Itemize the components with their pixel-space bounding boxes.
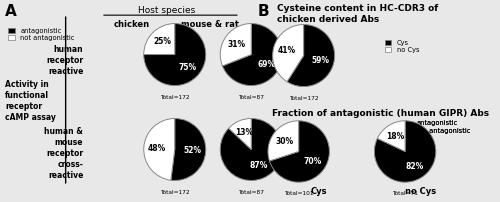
Wedge shape — [144, 24, 175, 55]
Text: Total=87: Total=87 — [238, 190, 264, 195]
Text: 41%: 41% — [278, 46, 295, 55]
Wedge shape — [378, 121, 405, 152]
Text: Total=101: Total=101 — [284, 191, 314, 196]
Wedge shape — [171, 119, 205, 180]
Text: chicken: chicken — [113, 20, 150, 29]
Text: 75%: 75% — [178, 63, 196, 72]
Text: 70%: 70% — [304, 158, 322, 166]
Wedge shape — [220, 119, 282, 180]
Text: Host species: Host species — [138, 6, 196, 15]
Text: Cys: Cys — [311, 187, 328, 196]
Text: 13%: 13% — [235, 128, 253, 138]
Text: Total=172: Total=172 — [160, 95, 190, 100]
Text: Cysteine content in HC-CDR3 of
chicken derived Abs: Cysteine content in HC-CDR3 of chicken d… — [277, 4, 438, 24]
Text: Total=172: Total=172 — [289, 96, 318, 101]
Text: human &
mouse
receptor
cross-
reactive: human & mouse receptor cross- reactive — [44, 127, 84, 180]
Text: 52%: 52% — [184, 146, 202, 155]
Wedge shape — [228, 119, 252, 149]
Wedge shape — [222, 24, 282, 85]
Text: 30%: 30% — [275, 137, 293, 145]
Text: 31%: 31% — [228, 40, 246, 49]
Text: 48%: 48% — [148, 144, 166, 153]
Text: 82%: 82% — [406, 162, 424, 171]
Legend: antagonistic, not antagonistic: antagonistic, not antagonistic — [8, 28, 75, 41]
Text: 59%: 59% — [312, 56, 330, 65]
Text: no Cys: no Cys — [405, 187, 436, 196]
Legend: antagonistic, not antagonistic: antagonistic, not antagonistic — [404, 121, 470, 134]
Text: B: B — [258, 4, 269, 19]
Wedge shape — [268, 121, 298, 161]
Wedge shape — [144, 119, 175, 180]
Wedge shape — [144, 24, 206, 85]
Wedge shape — [272, 25, 304, 82]
Text: 25%: 25% — [153, 37, 171, 46]
Wedge shape — [220, 24, 252, 66]
Wedge shape — [287, 25, 335, 86]
Text: 87%: 87% — [249, 161, 268, 170]
Text: mouse & rat: mouse & rat — [180, 20, 238, 29]
Text: human
receptor
reactive: human receptor reactive — [46, 45, 84, 76]
Text: Total=172: Total=172 — [160, 190, 190, 195]
Text: Total=87: Total=87 — [238, 95, 264, 100]
Text: Fraction of antagonistic (human GIPR) Abs: Fraction of antagonistic (human GIPR) Ab… — [272, 109, 490, 118]
Text: A: A — [5, 4, 17, 19]
Text: 18%: 18% — [386, 132, 404, 141]
Text: Total=71: Total=71 — [392, 191, 418, 196]
Text: Activity in
functional
receptor
cAMP assay: Activity in functional receptor cAMP ass… — [5, 80, 56, 122]
Wedge shape — [374, 121, 436, 182]
Wedge shape — [270, 121, 330, 182]
Text: 69%: 69% — [257, 60, 275, 69]
